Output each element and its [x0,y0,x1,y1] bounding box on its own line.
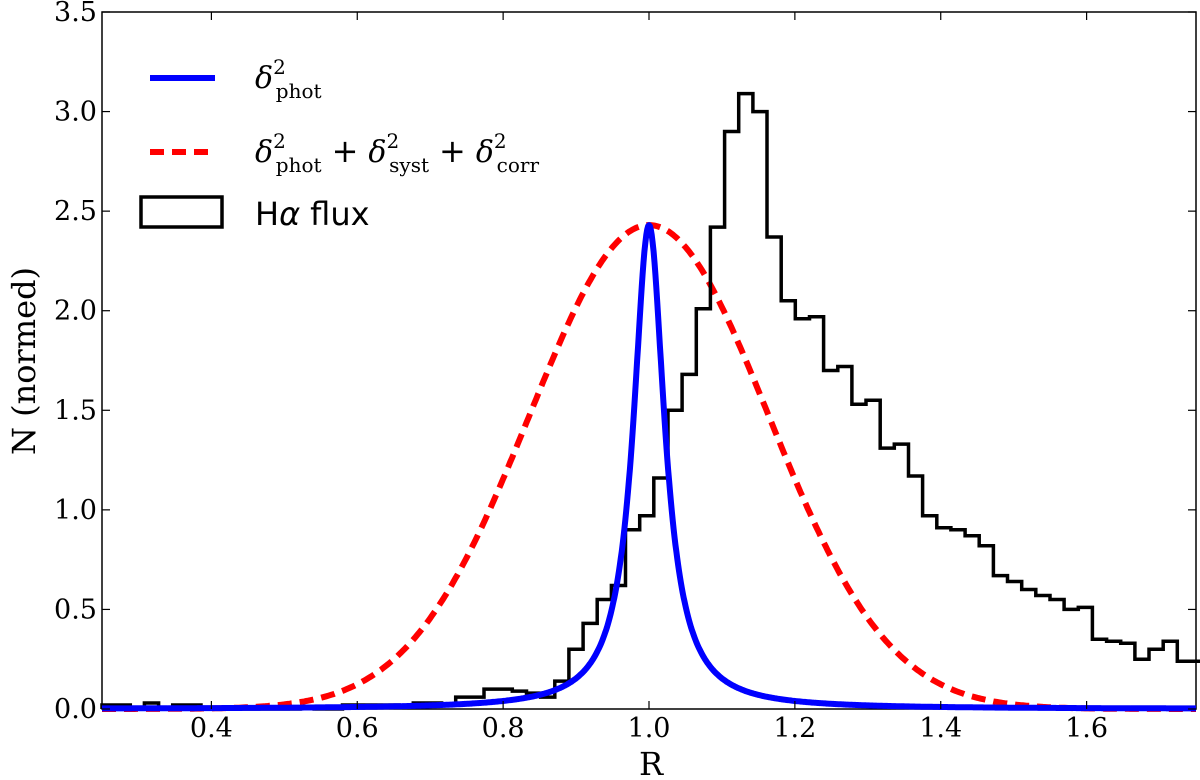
y-tick-label: 3.5 [54,0,97,28]
legend-label-combined: δ2 phot + δ2 syst + δ2 corr [255,129,539,177]
y-tick-label: 2.5 [54,196,97,227]
x-tick-label: 1.2 [773,713,816,744]
ticks-layer: 0.4 0.6 0.8 1.0 1.2 1.4 1.6 0.0 0.5 1.0 1.5 2.0 2.5 3… [54,0,1196,744]
x-tick-label: 1.6 [1065,713,1108,744]
x-tick-label: 0.8 [482,713,525,744]
legend-label-phot: δ2 phot [255,55,322,103]
x-tick-label: 1.0 [628,713,671,744]
lorentz-layer [99,222,1199,712]
legend-swatch-halpha [139,195,224,229]
legend: δ2 phot δ2 phot + δ2 syst + δ2 corr Hα flux [139,55,539,233]
y-tick-label: 2.0 [54,296,97,327]
y-tick-label: 0.5 [54,594,97,625]
x-tick-label: 0.6 [336,713,379,744]
y-tick-label: 1.5 [54,395,97,426]
x-tick-label: 1.4 [919,713,962,744]
x-tick-label: 0.4 [190,713,233,744]
y-tick-label: 0.0 [54,694,97,725]
y-tick-label: 3.0 [54,97,97,128]
series-lorentzian [99,222,1199,712]
legend-label-halpha: Hα flux [255,195,370,233]
x-axis-label: R [639,745,664,780]
y-tick-label: 1.0 [54,495,97,526]
y-axis-label: N (normed) [5,267,43,455]
